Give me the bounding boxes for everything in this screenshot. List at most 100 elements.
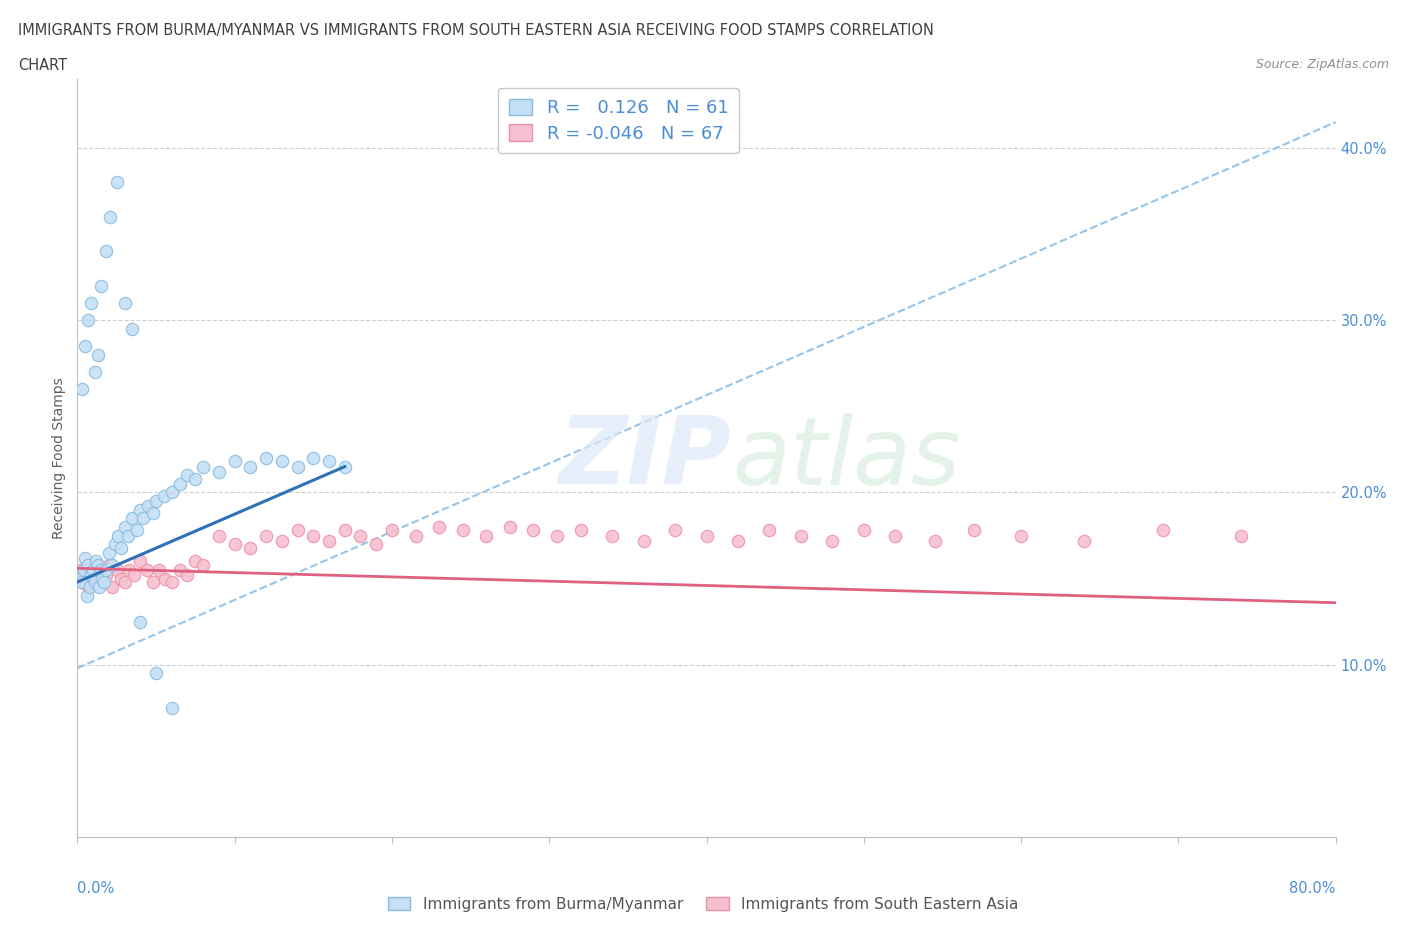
Point	[318, 533, 340, 548]
Point	[153, 488, 176, 503]
Point	[121, 322, 143, 337]
Point	[176, 468, 198, 483]
Text: atlas: atlas	[731, 413, 960, 503]
Point	[208, 528, 231, 543]
Point	[70, 575, 93, 590]
Point	[239, 459, 262, 474]
Point	[135, 563, 157, 578]
Point	[790, 528, 813, 543]
Point	[69, 571, 91, 586]
Point	[121, 511, 143, 525]
Point	[98, 209, 121, 224]
Point	[129, 502, 152, 517]
Point	[333, 459, 356, 474]
Point	[70, 575, 93, 590]
Point	[110, 540, 132, 555]
Point	[80, 575, 103, 590]
Point	[90, 278, 112, 293]
Y-axis label: Receiving Food Stamps: Receiving Food Stamps	[52, 378, 66, 538]
Text: 0.0%: 0.0%	[77, 881, 114, 896]
Point	[224, 537, 246, 551]
Point	[169, 563, 191, 578]
Point	[1073, 533, 1095, 548]
Point	[191, 459, 215, 474]
Point	[114, 575, 136, 590]
Point	[405, 528, 427, 543]
Point	[136, 498, 159, 513]
Point	[184, 472, 207, 486]
Point	[160, 700, 183, 715]
Point	[191, 557, 215, 572]
Point	[821, 533, 844, 548]
Point	[129, 554, 152, 569]
Point	[366, 537, 388, 551]
Point	[184, 554, 207, 569]
Point	[287, 459, 309, 474]
Point	[145, 494, 167, 509]
Point	[72, 563, 94, 578]
Point	[67, 563, 90, 578]
Point	[105, 563, 128, 578]
Point	[333, 523, 356, 538]
Point	[91, 563, 114, 578]
Point	[546, 528, 568, 543]
Point	[155, 571, 177, 586]
Point	[104, 537, 127, 551]
Point	[77, 557, 100, 572]
Point	[75, 551, 97, 565]
Point	[224, 454, 246, 469]
Point	[75, 567, 97, 582]
Point	[82, 563, 104, 578]
Point	[963, 523, 986, 538]
Point	[94, 567, 117, 582]
Point	[727, 533, 749, 548]
Point	[254, 451, 277, 466]
Point	[270, 533, 292, 548]
Point	[132, 511, 155, 525]
Text: ZIP: ZIP	[558, 412, 731, 504]
Point	[83, 365, 105, 379]
Point	[499, 520, 522, 535]
Point	[118, 563, 141, 578]
Point	[633, 533, 655, 548]
Point	[101, 579, 124, 594]
Point	[127, 523, 149, 538]
Point	[110, 571, 132, 586]
Point	[80, 567, 103, 582]
Point	[427, 520, 450, 535]
Point	[82, 563, 104, 578]
Point	[97, 557, 120, 572]
Point	[381, 523, 404, 538]
Point	[83, 575, 105, 590]
Point	[89, 575, 111, 590]
Point	[94, 563, 117, 578]
Point	[349, 528, 371, 543]
Point	[114, 296, 136, 311]
Point	[76, 589, 98, 604]
Point	[97, 545, 120, 560]
Point	[129, 614, 152, 629]
Point	[90, 563, 112, 578]
Point	[77, 312, 100, 327]
Point	[77, 579, 100, 594]
Point	[145, 666, 167, 681]
Point	[302, 528, 325, 543]
Point	[72, 563, 94, 578]
Point	[93, 575, 115, 590]
Point	[852, 523, 875, 538]
Point	[1230, 528, 1253, 543]
Point	[1010, 528, 1032, 543]
Point	[1152, 523, 1174, 538]
Text: 80.0%: 80.0%	[1289, 881, 1336, 896]
Point	[79, 579, 101, 594]
Point	[75, 339, 97, 353]
Text: Source: ZipAtlas.com: Source: ZipAtlas.com	[1256, 58, 1389, 71]
Point	[664, 523, 686, 538]
Point	[318, 454, 340, 469]
Point	[924, 533, 946, 548]
Point	[208, 464, 231, 479]
Legend: R =   0.126   N = 61, R = -0.046   N = 67: R = 0.126 N = 61, R = -0.046 N = 67	[498, 88, 740, 153]
Point	[84, 554, 107, 569]
Point	[270, 454, 292, 469]
Point	[287, 523, 309, 538]
